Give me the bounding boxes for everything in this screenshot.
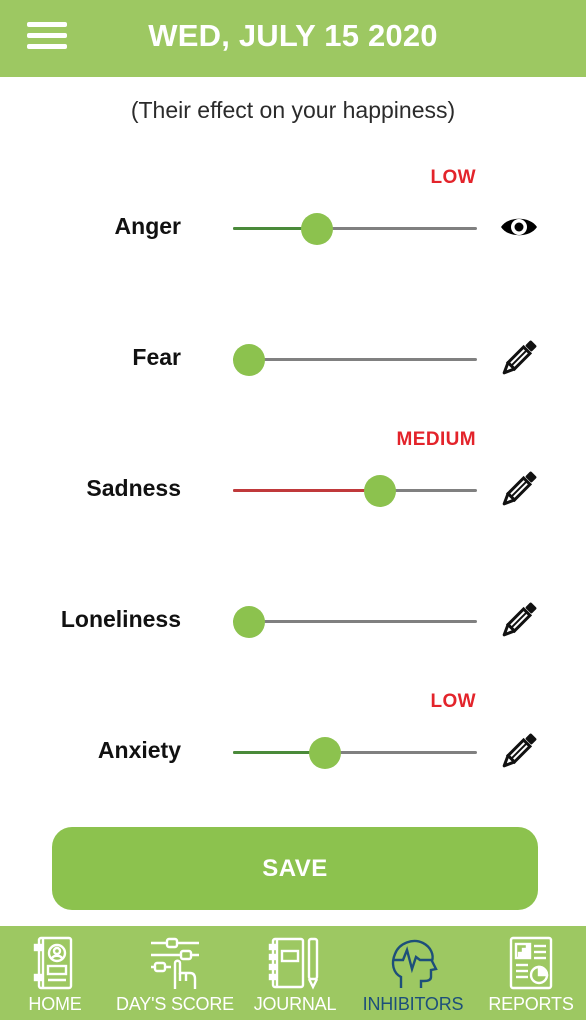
nav-inhibitors[interactable]: INHIBITORS bbox=[350, 926, 476, 1020]
pencil-icon[interactable] bbox=[499, 338, 539, 378]
emotion-label: Sadness bbox=[86, 475, 181, 501]
menu-bar bbox=[27, 22, 67, 27]
anxiety-slider[interactable] bbox=[233, 735, 477, 771]
anger-slider[interactable] bbox=[233, 211, 477, 247]
emotion-row-fear: Fear bbox=[0, 298, 586, 429]
emotion-label: Fear bbox=[132, 344, 181, 370]
emotion-label: Anger bbox=[114, 213, 181, 239]
slider-fill bbox=[233, 751, 326, 754]
nav-home[interactable]: HOME bbox=[0, 926, 110, 1020]
report-chart-icon bbox=[501, 933, 561, 993]
level-label: LOW bbox=[430, 691, 476, 712]
emotion-row-anxiety: LOW Anxiety bbox=[0, 691, 586, 822]
emotion-label: Loneliness bbox=[60, 606, 181, 632]
emotion-row-loneliness: Loneliness bbox=[0, 560, 586, 691]
save-button[interactable]: SAVE bbox=[52, 827, 538, 910]
level-label: MEDIUM bbox=[396, 429, 476, 450]
slider-thumb[interactable] bbox=[309, 737, 342, 769]
app-header: WED, JULY 15 2020 bbox=[0, 0, 586, 77]
menu-bar bbox=[27, 44, 67, 49]
nav-label: JOURNAL bbox=[253, 994, 337, 1014]
nav-label: REPORTS bbox=[488, 994, 574, 1014]
slider-track bbox=[233, 227, 477, 230]
sliders-hand-icon bbox=[145, 933, 205, 993]
emotion-row-sadness: MEDIUM Sadness bbox=[0, 429, 586, 560]
pencil-icon[interactable] bbox=[499, 469, 539, 509]
slider-thumb[interactable] bbox=[233, 344, 265, 376]
sadness-slider[interactable] bbox=[233, 473, 477, 509]
slider-thumb[interactable] bbox=[233, 606, 265, 638]
slider-fill bbox=[233, 227, 317, 230]
slider-track bbox=[233, 358, 477, 361]
slider-fill bbox=[233, 489, 381, 492]
menu-bar bbox=[27, 33, 67, 38]
slider-thumb[interactable] bbox=[364, 475, 397, 507]
nav-days-score[interactable]: DAY'S SCORE bbox=[110, 926, 240, 1020]
emotion-label: Anxiety bbox=[97, 737, 181, 763]
nav-label: HOME bbox=[28, 994, 82, 1014]
date-title: WED, JULY 15 2020 bbox=[148, 18, 438, 53]
eye-icon[interactable] bbox=[499, 207, 539, 247]
head-heartbeat-icon bbox=[383, 933, 443, 993]
slider-track bbox=[233, 620, 477, 623]
hamburger-menu-icon[interactable] bbox=[27, 20, 67, 50]
emotion-row-anger: LOW Anger bbox=[0, 167, 586, 298]
home-book-icon bbox=[25, 933, 85, 993]
journal-pen-icon bbox=[265, 933, 325, 993]
subtitle: (Their effect on your happiness) bbox=[130, 97, 456, 123]
nav-label: INHIBITORS bbox=[362, 994, 464, 1014]
slider-thumb[interactable] bbox=[300, 213, 333, 245]
pencil-icon[interactable] bbox=[499, 731, 539, 771]
fear-slider[interactable] bbox=[233, 342, 477, 378]
bottom-nav: HOME DAY'S SCORE bbox=[0, 926, 586, 1020]
nav-reports[interactable]: REPORTS bbox=[476, 926, 586, 1020]
level-label: LOW bbox=[430, 167, 476, 188]
nav-label: DAY'S SCORE bbox=[116, 994, 234, 1014]
slider-track bbox=[233, 751, 477, 754]
loneliness-slider[interactable] bbox=[233, 604, 477, 640]
nav-journal[interactable]: JOURNAL bbox=[240, 926, 350, 1020]
pencil-icon[interactable] bbox=[499, 600, 539, 640]
